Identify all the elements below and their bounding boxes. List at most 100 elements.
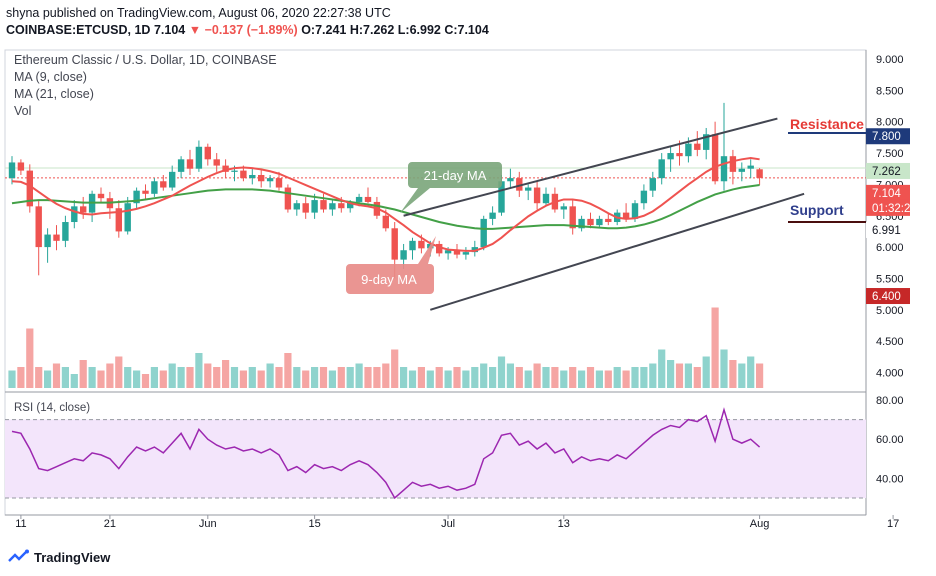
volume-bar	[631, 367, 639, 388]
volume-bar	[667, 360, 675, 388]
legend-ma9[interactable]: MA (9, close)	[14, 70, 87, 84]
candle-body	[711, 134, 719, 182]
volume-bar	[230, 367, 239, 388]
price-tick-label: 4.500	[876, 336, 904, 348]
volume-bar	[266, 363, 274, 388]
candle-body	[622, 212, 630, 219]
volume-bar	[248, 367, 256, 388]
candle-body	[382, 215, 389, 229]
candle-body	[8, 162, 16, 179]
volume-bar	[239, 370, 247, 388]
tradingview-logo[interactable]: TradingView	[8, 549, 110, 565]
legend-ma21[interactable]: MA (21, close)	[14, 87, 94, 101]
candle-body	[115, 208, 122, 232]
legend-volume[interactable]: Vol	[14, 104, 32, 118]
volume-bar	[444, 370, 452, 388]
volume-bar	[675, 363, 684, 388]
volume-bar	[729, 360, 737, 388]
candle-body	[533, 187, 541, 204]
volume-bar	[302, 370, 310, 388]
candle-body	[516, 178, 523, 191]
volume-bar	[346, 367, 354, 388]
volume-bar	[222, 360, 230, 388]
volume-bar	[97, 370, 105, 388]
volume-bar	[542, 367, 550, 388]
volume-bar	[453, 367, 461, 388]
symbol-name: COINBASE:ETCUSD, 1D	[6, 23, 151, 37]
ma9-callout-box	[346, 236, 436, 294]
volume-bar	[400, 367, 408, 388]
price-tick-label: 4.000	[876, 368, 904, 380]
candle-body	[578, 218, 585, 229]
candle-body	[124, 203, 131, 232]
candle-body	[364, 196, 372, 202]
volume-bar	[604, 370, 612, 388]
candle-body	[71, 206, 78, 223]
candle-body	[400, 250, 407, 260]
volume-bar	[711, 307, 719, 388]
volume-bar	[213, 367, 221, 388]
ma21-callout-box	[400, 162, 502, 213]
price-tick-label: 9.000	[876, 54, 904, 66]
candle-body	[525, 187, 532, 191]
volume-bar	[61, 367, 69, 388]
volume-bar	[275, 367, 283, 388]
volume-bar	[551, 367, 559, 388]
time-tick-label: 11	[15, 518, 26, 530]
candle-body	[489, 212, 496, 219]
volume-bar	[578, 370, 586, 388]
legend-rsi[interactable]: RSI (14, close)	[14, 402, 91, 414]
candle-body	[311, 200, 318, 213]
volume-bar	[435, 367, 443, 388]
candle-body	[249, 174, 256, 179]
upper-trendline	[403, 117, 778, 217]
ma21-callout-label: 21-day MA	[424, 168, 487, 183]
candle-body	[160, 181, 167, 188]
candle-body	[720, 156, 728, 182]
candle-body	[605, 218, 612, 223]
volume-bar	[115, 356, 123, 388]
candle-body	[204, 146, 211, 160]
ma21-price-tag: 6.991	[872, 225, 901, 237]
high-price-tag-bg	[866, 162, 910, 179]
ma21-line	[11, 184, 760, 230]
candle-body	[266, 178, 274, 182]
volume-bar	[44, 370, 52, 388]
candle-body	[453, 250, 461, 255]
rsi-tick-label: 40.00	[876, 473, 904, 485]
time-tick-label: 13	[558, 518, 570, 530]
candle-body	[436, 243, 443, 254]
candle-body	[284, 187, 292, 210]
volume-bar	[720, 349, 728, 388]
volume-bar	[257, 370, 265, 388]
candle-body	[703, 134, 710, 150]
volume-bar	[658, 349, 666, 388]
candle-body	[302, 203, 309, 213]
candle-body	[320, 200, 327, 210]
chart-title: Ethereum Classic / U.S. Dollar, 1D, COIN…	[14, 53, 277, 67]
candle-body	[738, 168, 745, 172]
support-price-tag: 6.400	[872, 291, 901, 303]
rsi-tick-label: 80.00	[876, 395, 904, 407]
tradingview-wordmark: TradingView	[34, 549, 111, 565]
time-tick-label: 15	[308, 518, 320, 530]
volume-bar	[560, 370, 568, 388]
candle-body	[169, 171, 176, 188]
volume-bar	[168, 363, 176, 388]
volume-bar	[489, 367, 497, 388]
candle-body	[631, 203, 639, 219]
candle-body	[195, 146, 203, 169]
rsi-tick-label: 60.00	[876, 434, 904, 446]
volume-bar	[515, 367, 523, 388]
volume-bar	[177, 367, 185, 388]
support-label: Support	[790, 202, 844, 218]
volume-bar	[186, 367, 194, 388]
candle-body	[177, 159, 185, 172]
candle-body	[409, 240, 416, 251]
volume-bar	[26, 328, 34, 388]
candle-body	[587, 218, 594, 226]
time-tick-label: 21	[104, 518, 116, 530]
volume-bar	[364, 367, 372, 388]
volume-bar	[373, 367, 381, 388]
